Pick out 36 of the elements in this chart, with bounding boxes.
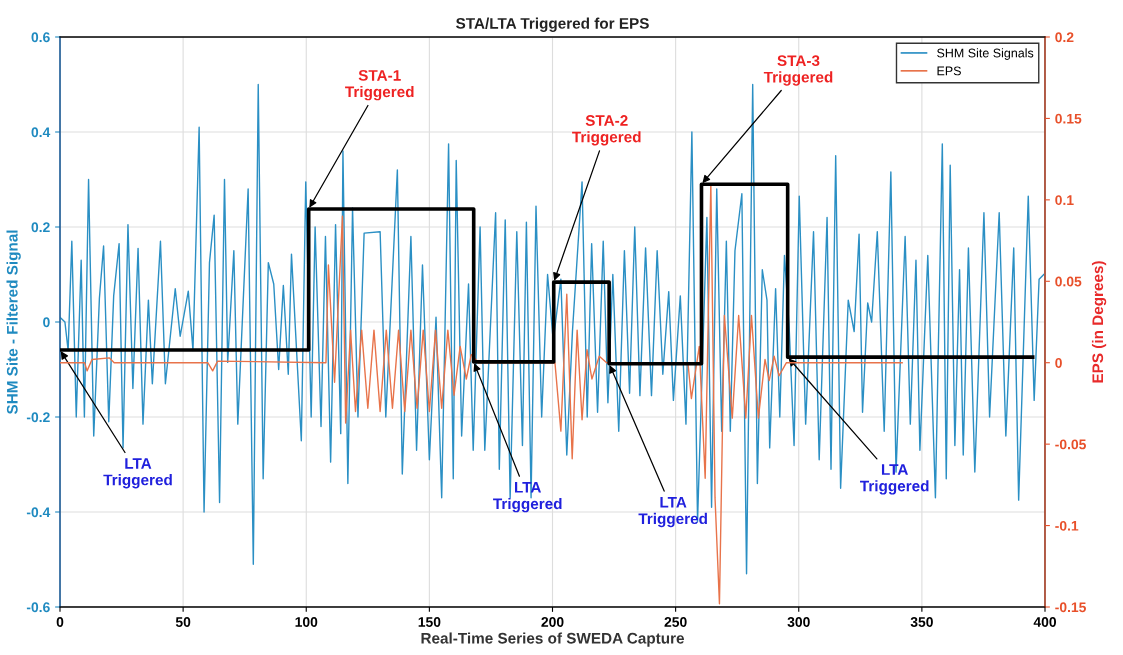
x-tick-label: 150: [418, 617, 441, 627]
y2-tick-label: 0.1: [1055, 195, 1074, 206]
annotation: LTA Triggered: [860, 464, 929, 495]
y2-tick-label: -0.05: [1055, 439, 1086, 450]
annotation: LTA Triggered: [638, 496, 707, 528]
x-tick-label: 100: [295, 617, 318, 627]
y-tick-label: 0.4: [31, 127, 51, 138]
legend-label: EPS: [937, 66, 961, 76]
y-tick-label: -0.4: [26, 507, 51, 518]
y-tick-label: 0: [43, 317, 50, 328]
y2-axis-title: EPS (in Degrees): [1091, 261, 1107, 383]
x-axis-title: Real-Time Series of SWEDA Capture: [421, 632, 684, 647]
chart-title: STA/LTA Triggered for EPS: [456, 17, 649, 32]
x-tick-label: 400: [1033, 617, 1057, 627]
y-axis-title: SHM Site - Filtered Signal: [6, 230, 21, 415]
x-tick-label: 0: [56, 617, 64, 627]
y-tick-label: -0.6: [26, 602, 50, 613]
y-tick-label: 0.6: [31, 32, 50, 43]
y-tick-label: -0.2: [26, 412, 50, 423]
annotation: STA-2 Triggered: [572, 115, 641, 146]
annotation: STA-3 Triggered: [763, 55, 833, 86]
y2-tick-label: 0.05: [1055, 276, 1082, 287]
y2-tick-label: -0.1: [1055, 520, 1079, 531]
y2-tick-label: 0.15: [1055, 113, 1082, 124]
legend-label: SHM Site Signals: [937, 48, 1034, 60]
x-tick-label: 250: [664, 617, 687, 627]
annotation: STA-1 Triggered: [345, 69, 414, 101]
x-tick-label: 50: [175, 617, 191, 627]
x-tick-label: 350: [910, 617, 933, 627]
y-tick-label: 0.2: [31, 222, 50, 233]
y2-tick-label: 0: [1055, 358, 1062, 368]
annotation: LTA Triggered: [103, 458, 172, 489]
x-tick-label: 300: [787, 617, 810, 627]
x-tick-label: 200: [541, 617, 564, 627]
y2-tick-label: 0.2: [1055, 32, 1074, 43]
y2-tick-label: -0.15: [1055, 602, 1086, 613]
